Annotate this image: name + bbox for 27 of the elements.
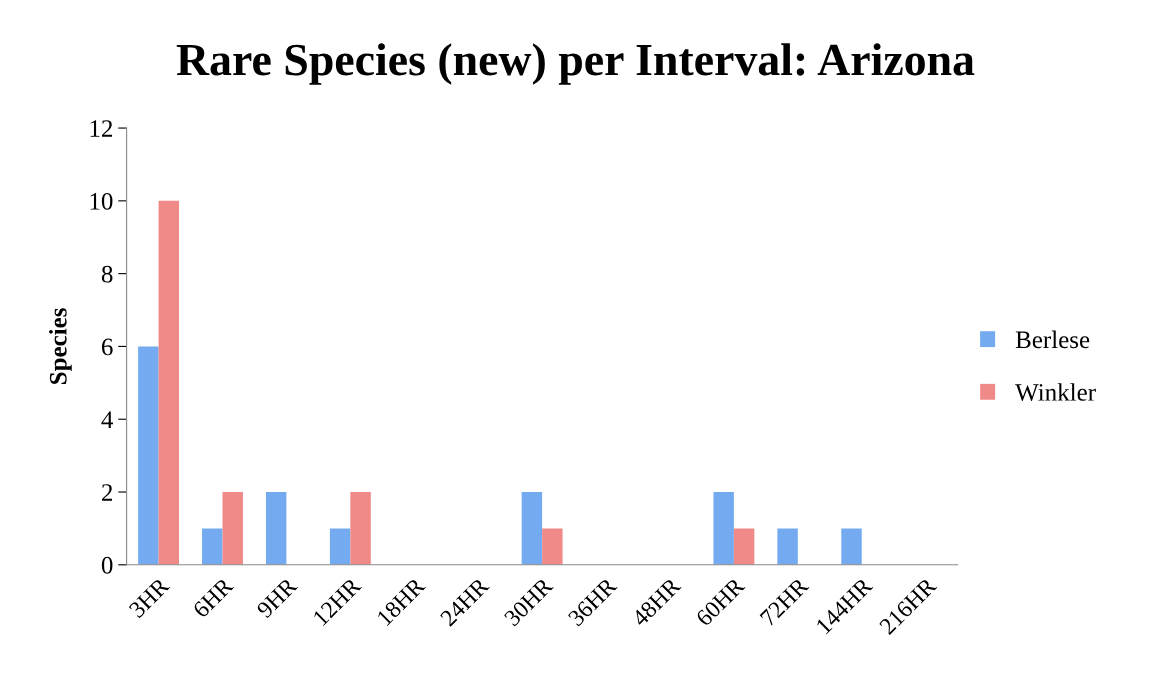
bar <box>158 200 180 565</box>
bar <box>777 528 798 565</box>
bar <box>265 492 287 565</box>
y-tick-label: 12 <box>90 120 113 137</box>
bar <box>350 492 371 565</box>
x-tick-label: 3HR <box>128 576 171 619</box>
bar <box>222 492 243 565</box>
bar <box>542 528 563 565</box>
bar <box>202 528 223 565</box>
x-tick-label: 9HR <box>255 576 299 619</box>
bar <box>138 346 159 565</box>
x-tick-label: 6HR <box>192 576 235 619</box>
chart-title: Rare Species (new) per Interval: Arizona <box>176 43 975 85</box>
legend-label: Winkler <box>1015 383 1096 401</box>
y-axis-title: Species <box>49 308 72 384</box>
y-tick-label: 0 <box>101 556 113 574</box>
y-tick-label: 8 <box>101 265 113 283</box>
y-tick-label: 10 <box>90 192 113 210</box>
bar <box>841 528 862 565</box>
bar <box>329 528 351 565</box>
bar <box>713 492 734 565</box>
y-tick-label: 2 <box>102 484 113 501</box>
y-tick-label: 6 <box>101 338 113 356</box>
legend-label: Berlese <box>1015 330 1090 349</box>
bar <box>521 492 543 565</box>
y-tick-label: 4 <box>101 411 114 428</box>
bar <box>733 528 755 565</box>
